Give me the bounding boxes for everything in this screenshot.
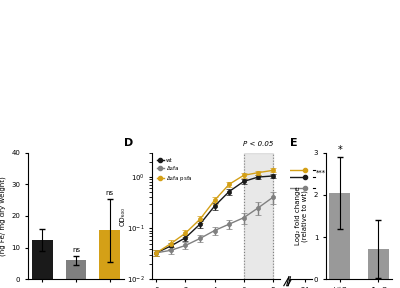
Y-axis label: Log₂ fold change
(relative to wt): Log₂ fold change (relative to wt): [295, 187, 308, 245]
Text: E: E: [290, 138, 297, 148]
Bar: [100, 230, 120, 279]
Text: *: *: [337, 145, 342, 155]
Bar: [32, 240, 52, 279]
Bar: [244, 153, 273, 279]
Text: P < 0.05: P < 0.05: [243, 141, 273, 147]
Bar: [329, 193, 350, 279]
Text: ***: ***: [316, 169, 326, 175]
Bar: [368, 249, 389, 279]
Bar: [66, 260, 86, 279]
Legend: wt, $\Delta$sfa, $\Delta$sfa psfa: wt, $\Delta$sfa, $\Delta$sfa psfa: [155, 156, 195, 185]
Text: ns: ns: [72, 247, 80, 253]
Text: ns: ns: [106, 190, 114, 196]
Y-axis label: Iron content
(ng Fe/ mg dry weight): Iron content (ng Fe/ mg dry weight): [0, 176, 6, 256]
Y-axis label: OD₆₀₀: OD₆₀₀: [119, 206, 125, 226]
Text: D: D: [124, 138, 133, 148]
